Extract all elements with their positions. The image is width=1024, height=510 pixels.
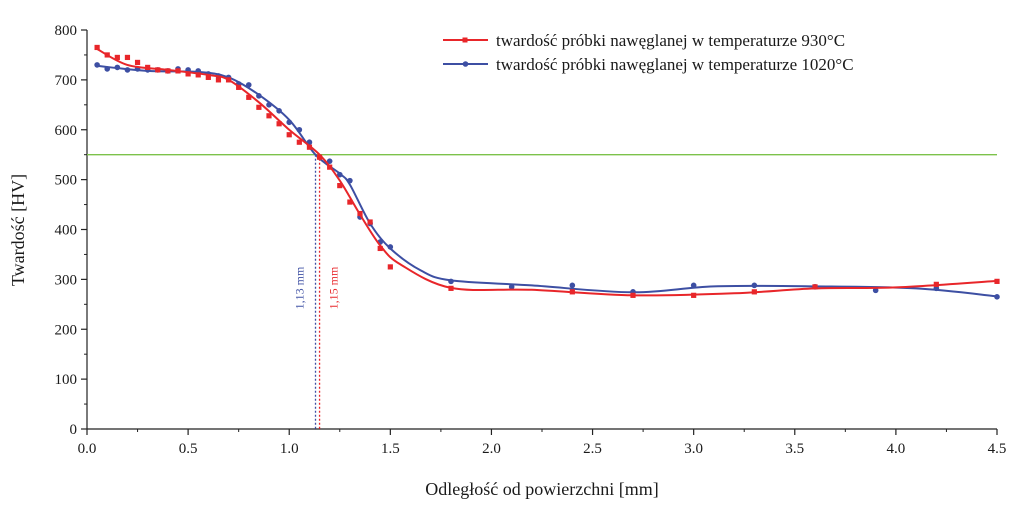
- x-tick-label-1.5: 1.5: [381, 441, 400, 457]
- y-axis-title: Twardość [HV]: [8, 174, 28, 286]
- series-930: [94, 44, 1000, 298]
- data-point-930-5: [145, 64, 151, 71]
- x-tick-label-1.0: 1.0: [280, 441, 299, 457]
- x-tick-label-0.0: 0.0: [78, 441, 97, 457]
- series-1020: [94, 62, 1000, 300]
- data-point-1020-29: [387, 244, 394, 250]
- data-point-930-17: [266, 113, 272, 119]
- data-point-930-36: [933, 281, 939, 287]
- x-tick-label-3.0: 3.0: [684, 441, 703, 457]
- legend-label-930: twardość próbki nawęglanej w temperaturz…: [496, 31, 845, 50]
- data-point-930-16: [256, 104, 262, 110]
- data-point-930-12: [215, 77, 222, 83]
- data-point-1020-17: [266, 102, 272, 108]
- data-point-930-14: [236, 84, 242, 90]
- data-point-1020-2: [114, 64, 121, 71]
- y-tick-label-0: 0: [70, 422, 78, 438]
- x-tick-label-2.5: 2.5: [583, 441, 602, 457]
- data-point-930-18: [276, 121, 282, 127]
- data-point-930-31: [569, 289, 575, 295]
- data-point-1020-23: [326, 158, 333, 164]
- data-point-930-3: [124, 54, 131, 61]
- data-point-1020-1: [104, 66, 111, 72]
- data-point-1020-24: [336, 171, 343, 178]
- y-tick-label-200: 200: [55, 322, 78, 338]
- data-point-930-30: [448, 285, 454, 291]
- legend-label-1020: twardość próbki nawęglanej w temperaturz…: [496, 55, 854, 74]
- data-point-930-24: [337, 183, 343, 189]
- data-point-1020-31: [508, 284, 515, 290]
- data-point-930-27: [367, 219, 373, 225]
- threshold-label-1020: 1,13 mm: [293, 266, 307, 309]
- data-point-930-15: [246, 94, 252, 100]
- legend-item-930: twardość próbki nawęglanej w temperaturz…: [443, 31, 845, 50]
- data-point-930-0: [94, 44, 100, 51]
- data-point-930-34: [751, 289, 757, 295]
- data-point-930-29: [387, 264, 393, 270]
- data-point-930-19: [286, 132, 292, 138]
- y-tick-label-500: 500: [55, 173, 78, 189]
- data-point-930-22: [316, 154, 323, 160]
- data-point-930-26: [357, 210, 363, 217]
- y-tick-label-100: 100: [55, 372, 78, 388]
- data-point-1020-15: [245, 82, 252, 88]
- data-point-930-32: [630, 292, 636, 298]
- data-point-930-9: [185, 71, 191, 77]
- legend-item-1020: twardość próbki nawęglanej w temperaturz…: [443, 55, 854, 74]
- data-point-1020-34: [690, 282, 697, 289]
- legend-marker-930: [462, 37, 468, 43]
- data-point-930-10: [195, 72, 201, 78]
- data-point-930-33: [691, 292, 697, 298]
- x-tick-label-4.5: 4.5: [988, 441, 1007, 457]
- y-tick-label-600: 600: [55, 123, 78, 139]
- x-tick-label-2.0: 2.0: [482, 441, 501, 457]
- plot-area: 1,15 mm 1,13 mm: [87, 44, 1000, 429]
- x-tick-label-0.5: 0.5: [179, 441, 198, 457]
- data-point-930-11: [205, 74, 211, 80]
- data-point-930-2: [114, 54, 120, 61]
- series-line-1020: [97, 64, 998, 298]
- data-point-930-8: [175, 68, 181, 74]
- data-point-1020-3: [124, 67, 131, 73]
- data-point-1020-18: [276, 107, 282, 114]
- data-point-930-35: [812, 284, 818, 290]
- data-point-930-6: [155, 67, 161, 73]
- data-point-930-20: [296, 139, 302, 145]
- data-point-1020-37: [872, 287, 879, 294]
- x-axis-title: Odległość od powierzchni [mm]: [425, 479, 658, 499]
- data-point-1020-32: [569, 282, 576, 289]
- x-tick-label-3.5: 3.5: [785, 441, 804, 457]
- y-tick-label-800: 800: [55, 23, 78, 39]
- data-point-1020-35: [751, 282, 758, 289]
- data-point-930-1: [104, 52, 110, 58]
- threshold-label-930: 1,15 mm: [327, 266, 341, 309]
- data-point-930-4: [134, 59, 141, 66]
- data-point-1020-0: [94, 62, 100, 68]
- y-tick-label-400: 400: [55, 223, 78, 239]
- x-tick-label-4.0: 4.0: [887, 441, 906, 457]
- legend-marker-1020: [462, 61, 469, 67]
- y-tick-label-700: 700: [55, 73, 78, 89]
- axes: 0 100 200 300 400 500 600 700 800 0.0 0.5 1.0 1.5 2.0…: [55, 23, 1007, 457]
- data-point-930-23: [327, 164, 333, 170]
- data-point-1020-16: [256, 93, 262, 99]
- y-tick-label-300: 300: [55, 272, 78, 288]
- data-point-930-37: [994, 278, 1000, 284]
- data-point-1020-25: [347, 177, 353, 184]
- data-point-930-13: [225, 77, 232, 83]
- data-point-1020-20: [296, 126, 303, 133]
- data-point-1020-19: [286, 119, 293, 126]
- data-point-930-7: [165, 68, 171, 74]
- data-point-930-21: [306, 144, 313, 150]
- series-line-930: [96, 48, 998, 297]
- data-point-1020-30: [448, 278, 454, 285]
- data-point-1020-39: [994, 294, 1000, 300]
- legend: twardość próbki nawęglanej w temperaturz…: [443, 31, 854, 74]
- data-point-930-25: [347, 199, 353, 205]
- data-point-930-28: [377, 245, 383, 252]
